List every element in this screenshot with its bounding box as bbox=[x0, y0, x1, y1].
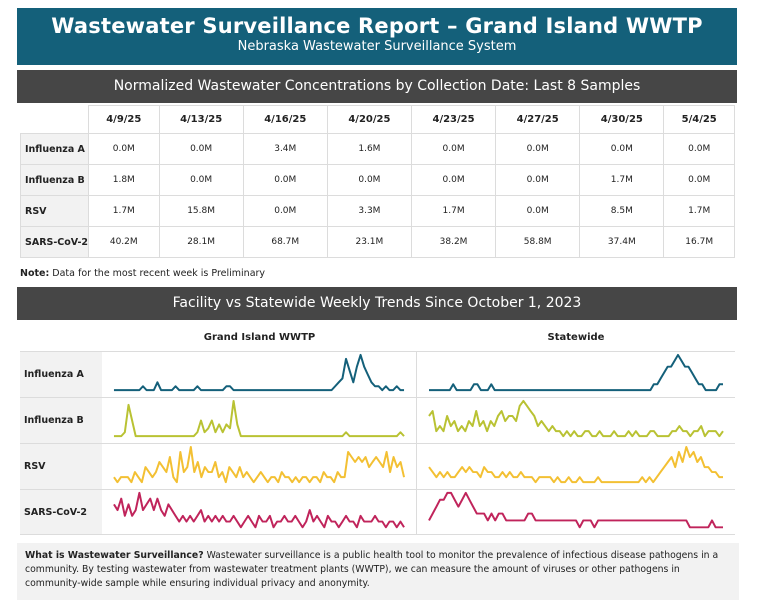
table-cell: 16.7M bbox=[663, 226, 735, 258]
table-cell: 23.1M bbox=[326, 226, 412, 258]
table-cell: 38.2M bbox=[410, 226, 497, 258]
facility-sparkline-influenza-a bbox=[102, 352, 417, 397]
trend-row-sars-cov-2: SARS-CoV-2 bbox=[20, 489, 735, 535]
table-row: SARS-CoV-2 40.2M 28.1M 68.7M 23.1M 38.2M… bbox=[20, 226, 735, 258]
table-cell: 0.0M bbox=[495, 164, 581, 196]
table-cell: 8.5M bbox=[579, 195, 665, 227]
date-header: 4/16/25 bbox=[242, 105, 328, 134]
table-cell: 0.0M bbox=[410, 133, 497, 165]
report-title: Wastewater Surveillance Report – Grand I… bbox=[51, 14, 703, 38]
table-cell: 3.3M bbox=[326, 195, 412, 227]
statewide-trend-line bbox=[428, 445, 723, 484]
date-header: 5/4/25 bbox=[663, 105, 735, 134]
statewide-sparkline-sars-cov-2 bbox=[417, 490, 735, 534]
concentrations-table: 4/9/25 4/13/25 4/16/25 4/20/25 4/23/25 4… bbox=[20, 105, 735, 258]
note-label: Note: bbox=[20, 268, 50, 279]
concentrations-section-title: Normalized Wastewater Concentrations by … bbox=[17, 70, 737, 103]
table-header-row: 4/9/25 4/13/25 4/16/25 4/20/25 4/23/25 4… bbox=[20, 105, 735, 134]
table-cell: 0.0M bbox=[410, 164, 497, 196]
statewide-trend-line bbox=[428, 399, 724, 438]
note-text: Data for the most recent week is Prelimi… bbox=[49, 268, 266, 279]
trends-section-title: Facility vs Statewide Weekly Trends Sinc… bbox=[17, 287, 737, 320]
trend-row-label: Influenza A bbox=[20, 352, 102, 397]
footer-label: What is Wastewater Surveillance? bbox=[25, 550, 204, 561]
pathogen-label: Influenza B bbox=[20, 164, 89, 196]
facility-sparkline-influenza-b bbox=[102, 398, 417, 443]
table-cell: 1.7M bbox=[579, 164, 665, 196]
statewide-sparkline-influenza-a bbox=[417, 352, 735, 397]
statewide-sparkline-rsv bbox=[417, 444, 735, 489]
table-cell: 0.0M bbox=[495, 195, 581, 227]
table-cell: 1.8M bbox=[88, 164, 160, 196]
table-cell: 0.0M bbox=[579, 133, 665, 165]
table-cell: 1.7M bbox=[663, 195, 735, 227]
table-cell: 3.4M bbox=[242, 133, 328, 165]
table-row: Influenza B 1.8M 0.0M 0.0M 0.0M 0.0M 0.0… bbox=[20, 164, 735, 196]
trend-row-rsv: RSV bbox=[20, 443, 735, 489]
table-row: Influenza A 0.0M 0.0M 3.4M 1.6M 0.0M 0.0… bbox=[20, 133, 735, 165]
trend-row-influenza-a: Influenza A bbox=[20, 351, 735, 397]
table-cell: 0.0M bbox=[663, 164, 735, 196]
date-header: 4/30/25 bbox=[579, 105, 665, 134]
trends-grid: Influenza A Influenza B RSV SARS-CoV-2 bbox=[20, 351, 735, 540]
table-cell: 1.7M bbox=[88, 195, 160, 227]
date-header: 4/23/25 bbox=[410, 105, 497, 134]
date-header: 4/13/25 bbox=[158, 105, 244, 134]
statewide-trend-line bbox=[429, 353, 723, 392]
date-header: 4/27/25 bbox=[495, 105, 581, 134]
facility-trend-line bbox=[113, 399, 405, 438]
table-cell: 0.0M bbox=[326, 164, 412, 196]
statewide-column-header: Statewide bbox=[547, 332, 605, 343]
table-cell: 0.0M bbox=[242, 164, 328, 196]
pathogen-label: SARS-CoV-2 bbox=[20, 226, 89, 258]
preliminary-note: Note: Data for the most recent week is P… bbox=[20, 268, 265, 279]
statewide-sparkline-influenza-b bbox=[417, 398, 735, 443]
facility-column-header: Grand Island WWTP bbox=[203, 332, 316, 343]
table-cell: 0.0M bbox=[88, 133, 160, 165]
report-header: Wastewater Surveillance Report – Grand I… bbox=[17, 8, 737, 65]
facility-trend-line bbox=[113, 445, 406, 484]
report-subtitle: Nebraska Wastewater Surveillance System bbox=[237, 39, 517, 54]
table-cell: 0.0M bbox=[663, 133, 735, 165]
info-footer: What is Wastewater Surveillance? Wastewa… bbox=[17, 543, 739, 600]
facility-trend-line bbox=[113, 491, 405, 529]
facility-trend-line bbox=[113, 353, 405, 392]
footer-text: Wastewater surveillance is a public heal… bbox=[25, 550, 719, 589]
table-cell: 28.1M bbox=[158, 226, 244, 258]
statewide-trend-line bbox=[428, 491, 723, 529]
table-corner bbox=[20, 105, 89, 134]
facility-sparkline-sars-cov-2 bbox=[102, 490, 417, 534]
table-cell: 0.0M bbox=[158, 164, 244, 196]
trend-row-label: SARS-CoV-2 bbox=[20, 490, 102, 534]
table-cell: 1.7M bbox=[410, 195, 497, 227]
table-cell: 0.0M bbox=[158, 133, 244, 165]
table-row: RSV 1.7M 15.8M 0.0M 3.3M 1.7M 0.0M 8.5M … bbox=[20, 195, 735, 227]
table-cell: 40.2M bbox=[88, 226, 160, 258]
pathogen-label: Influenza A bbox=[20, 133, 89, 165]
facility-sparkline-rsv bbox=[102, 444, 417, 489]
date-header: 4/20/25 bbox=[326, 105, 412, 134]
pathogen-label: RSV bbox=[20, 195, 89, 227]
trend-row-influenza-b: Influenza B bbox=[20, 397, 735, 443]
trend-row-label: Influenza B bbox=[20, 398, 102, 443]
table-cell: 37.4M bbox=[579, 226, 665, 258]
table-cell: 1.6M bbox=[326, 133, 412, 165]
table-cell: 0.0M bbox=[242, 195, 328, 227]
table-cell: 15.8M bbox=[158, 195, 244, 227]
table-cell: 58.8M bbox=[495, 226, 581, 258]
trend-row-label: RSV bbox=[20, 444, 102, 489]
date-header: 4/9/25 bbox=[88, 105, 160, 134]
table-cell: 0.0M bbox=[495, 133, 581, 165]
table-cell: 68.7M bbox=[242, 226, 328, 258]
